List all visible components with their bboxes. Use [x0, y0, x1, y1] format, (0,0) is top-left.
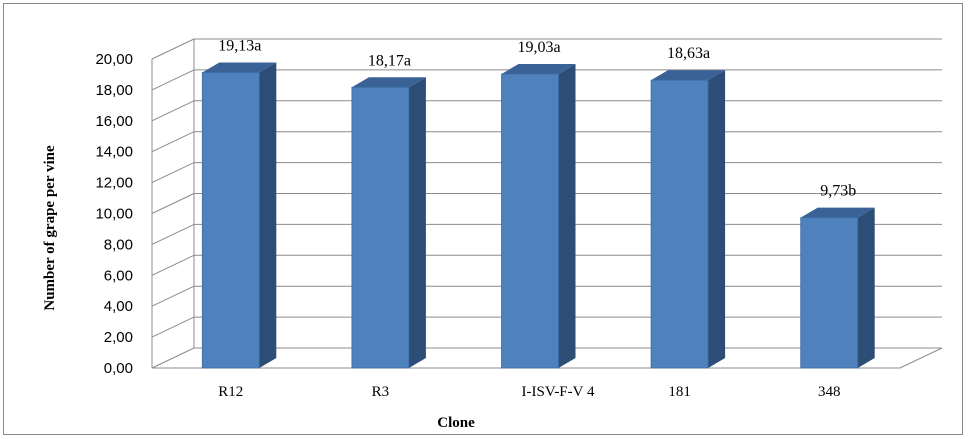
- gridline-side: [151, 131, 195, 153]
- y-tick-label: 10,00: [95, 206, 133, 223]
- y-tick-label: 12,00: [95, 175, 133, 192]
- bar-side: [708, 70, 726, 368]
- gridline-side: [151, 316, 195, 338]
- bar: [201, 62, 277, 369]
- bar-front: [201, 72, 260, 369]
- bar-front: [800, 217, 859, 369]
- bar-side: [857, 207, 875, 368]
- data-labels: 19,13a 18,17a 19,03a 18,63a 9,73b: [218, 37, 856, 199]
- data-label: 18,63a: [667, 45, 710, 62]
- bar-side: [558, 63, 576, 368]
- data-label: 18,17a: [368, 52, 411, 69]
- bar: [650, 70, 726, 369]
- bar-top: [651, 70, 726, 81]
- category-label: I-ISV-F-V 4: [522, 384, 595, 400]
- category-label: 181: [668, 384, 691, 400]
- bar-top: [351, 77, 426, 88]
- gridline-side: [151, 223, 195, 245]
- gridline-side: [151, 69, 195, 91]
- bar-side: [259, 62, 277, 369]
- gridline-side: [151, 100, 195, 122]
- gridline-side: [151, 193, 195, 214]
- bar: [351, 77, 426, 369]
- data-label: 19,13a: [218, 37, 261, 54]
- bar-top: [501, 63, 576, 74]
- y-tick-label: 4,00: [104, 298, 133, 315]
- category-label: R3: [372, 384, 390, 400]
- y-tick-label: 20,00: [95, 51, 133, 68]
- category-labels: R12 R3 I-ISV-F-V 4 181 348: [218, 384, 840, 400]
- category-label: R12: [218, 384, 243, 400]
- gridline-side: [151, 285, 195, 307]
- y-tick-label: 0,00: [104, 360, 133, 377]
- bar-front: [650, 79, 709, 369]
- gridline-side: [151, 38, 195, 60]
- y-axis-title: Number of grape per vine: [42, 145, 58, 311]
- data-label: 19,03a: [517, 39, 560, 56]
- gridline-side: [151, 162, 195, 184]
- y-tick-label: 16,00: [95, 113, 133, 130]
- bars: [201, 62, 875, 369]
- y-tick-label: 2,00: [104, 329, 133, 346]
- y-tick-label: 8,00: [104, 236, 133, 253]
- data-label: 9,73b: [820, 183, 856, 200]
- y-tick-label: 6,00: [104, 267, 133, 284]
- bar: [800, 207, 875, 369]
- bar-top: [800, 207, 875, 218]
- bar-top: [202, 62, 277, 73]
- category-label: 348: [818, 384, 841, 400]
- bar-front: [351, 86, 410, 369]
- x-axis-title: Clone: [437, 415, 475, 431]
- gridline-side: [151, 254, 195, 276]
- gridline-side: [151, 347, 195, 369]
- bar-front: [501, 73, 559, 369]
- bar: [501, 63, 576, 369]
- y-tick-label: 18,00: [95, 82, 133, 99]
- y-tick-label: 14,00: [95, 144, 133, 161]
- bar-side: [408, 77, 426, 368]
- y-tick-labels: 0,00 2,00 4,00 6,00 8,00 10,00 12,00 14,00 16,00…: [95, 51, 133, 377]
